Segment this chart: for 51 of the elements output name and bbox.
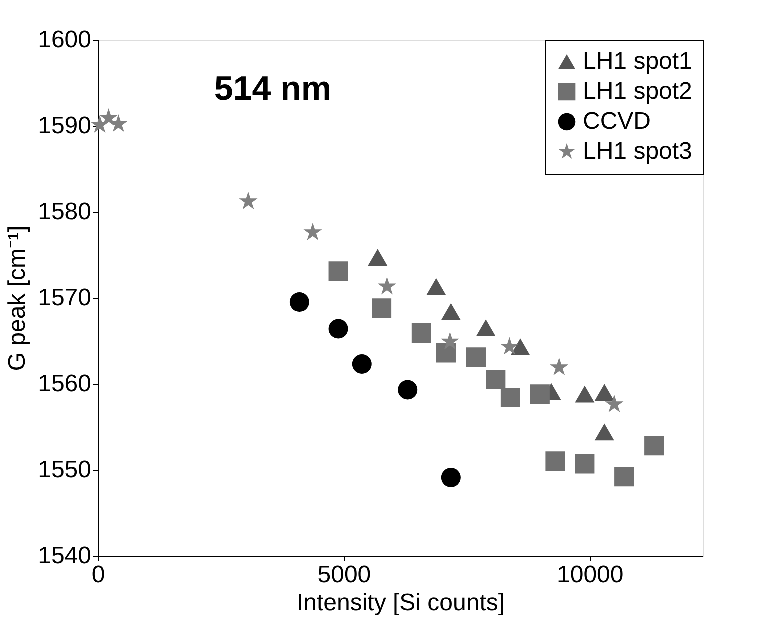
point [328,319,348,339]
point [605,394,624,413]
point [412,324,432,344]
point [426,278,446,296]
point [486,370,506,390]
point [239,192,258,210]
point [575,454,595,474]
legend-label: LH1 spot2 [583,78,692,105]
point [550,358,569,376]
point [352,354,372,374]
y-tick-label: 1600 [38,26,92,54]
y-tick-label: 1540 [38,542,92,570]
x-tick-label: 10000 [556,562,624,588]
annotation: 514 nm [214,70,332,108]
point [500,337,519,355]
point [378,277,396,295]
legend-label: LH1 spot1 [583,48,692,75]
point [476,320,496,337]
y-tick-label: 1580 [38,198,92,226]
point [290,292,310,312]
x-axis-title: Intensity [Si counts] [296,590,506,616]
point [614,467,634,487]
point [304,222,322,241]
point [368,249,388,266]
point [441,303,461,320]
x-tick-label: 5000 [318,562,372,588]
x-tick-label: 0 [92,562,106,588]
point [90,115,110,134]
point [644,436,664,456]
y-tick-label: 1550 [38,456,92,484]
point [594,424,614,441]
y-tick-label: 1560 [38,370,92,398]
point [100,108,118,126]
point [328,262,348,282]
point [546,452,566,472]
point [372,298,392,318]
point [436,343,456,363]
legend-label: LH1 spot3 [583,138,692,165]
point [530,384,550,404]
point [398,380,418,400]
point [466,348,486,368]
point [440,332,460,350]
y-tick-label: 1570 [38,284,92,312]
point [594,384,614,402]
point [441,468,461,488]
point [575,386,595,403]
legend-label: CCVD [583,108,652,135]
point [500,388,520,408]
point [510,338,530,356]
y-axis-title: G peak [cm⁻¹] [4,226,32,372]
y-tick-label: 1590 [38,112,92,140]
